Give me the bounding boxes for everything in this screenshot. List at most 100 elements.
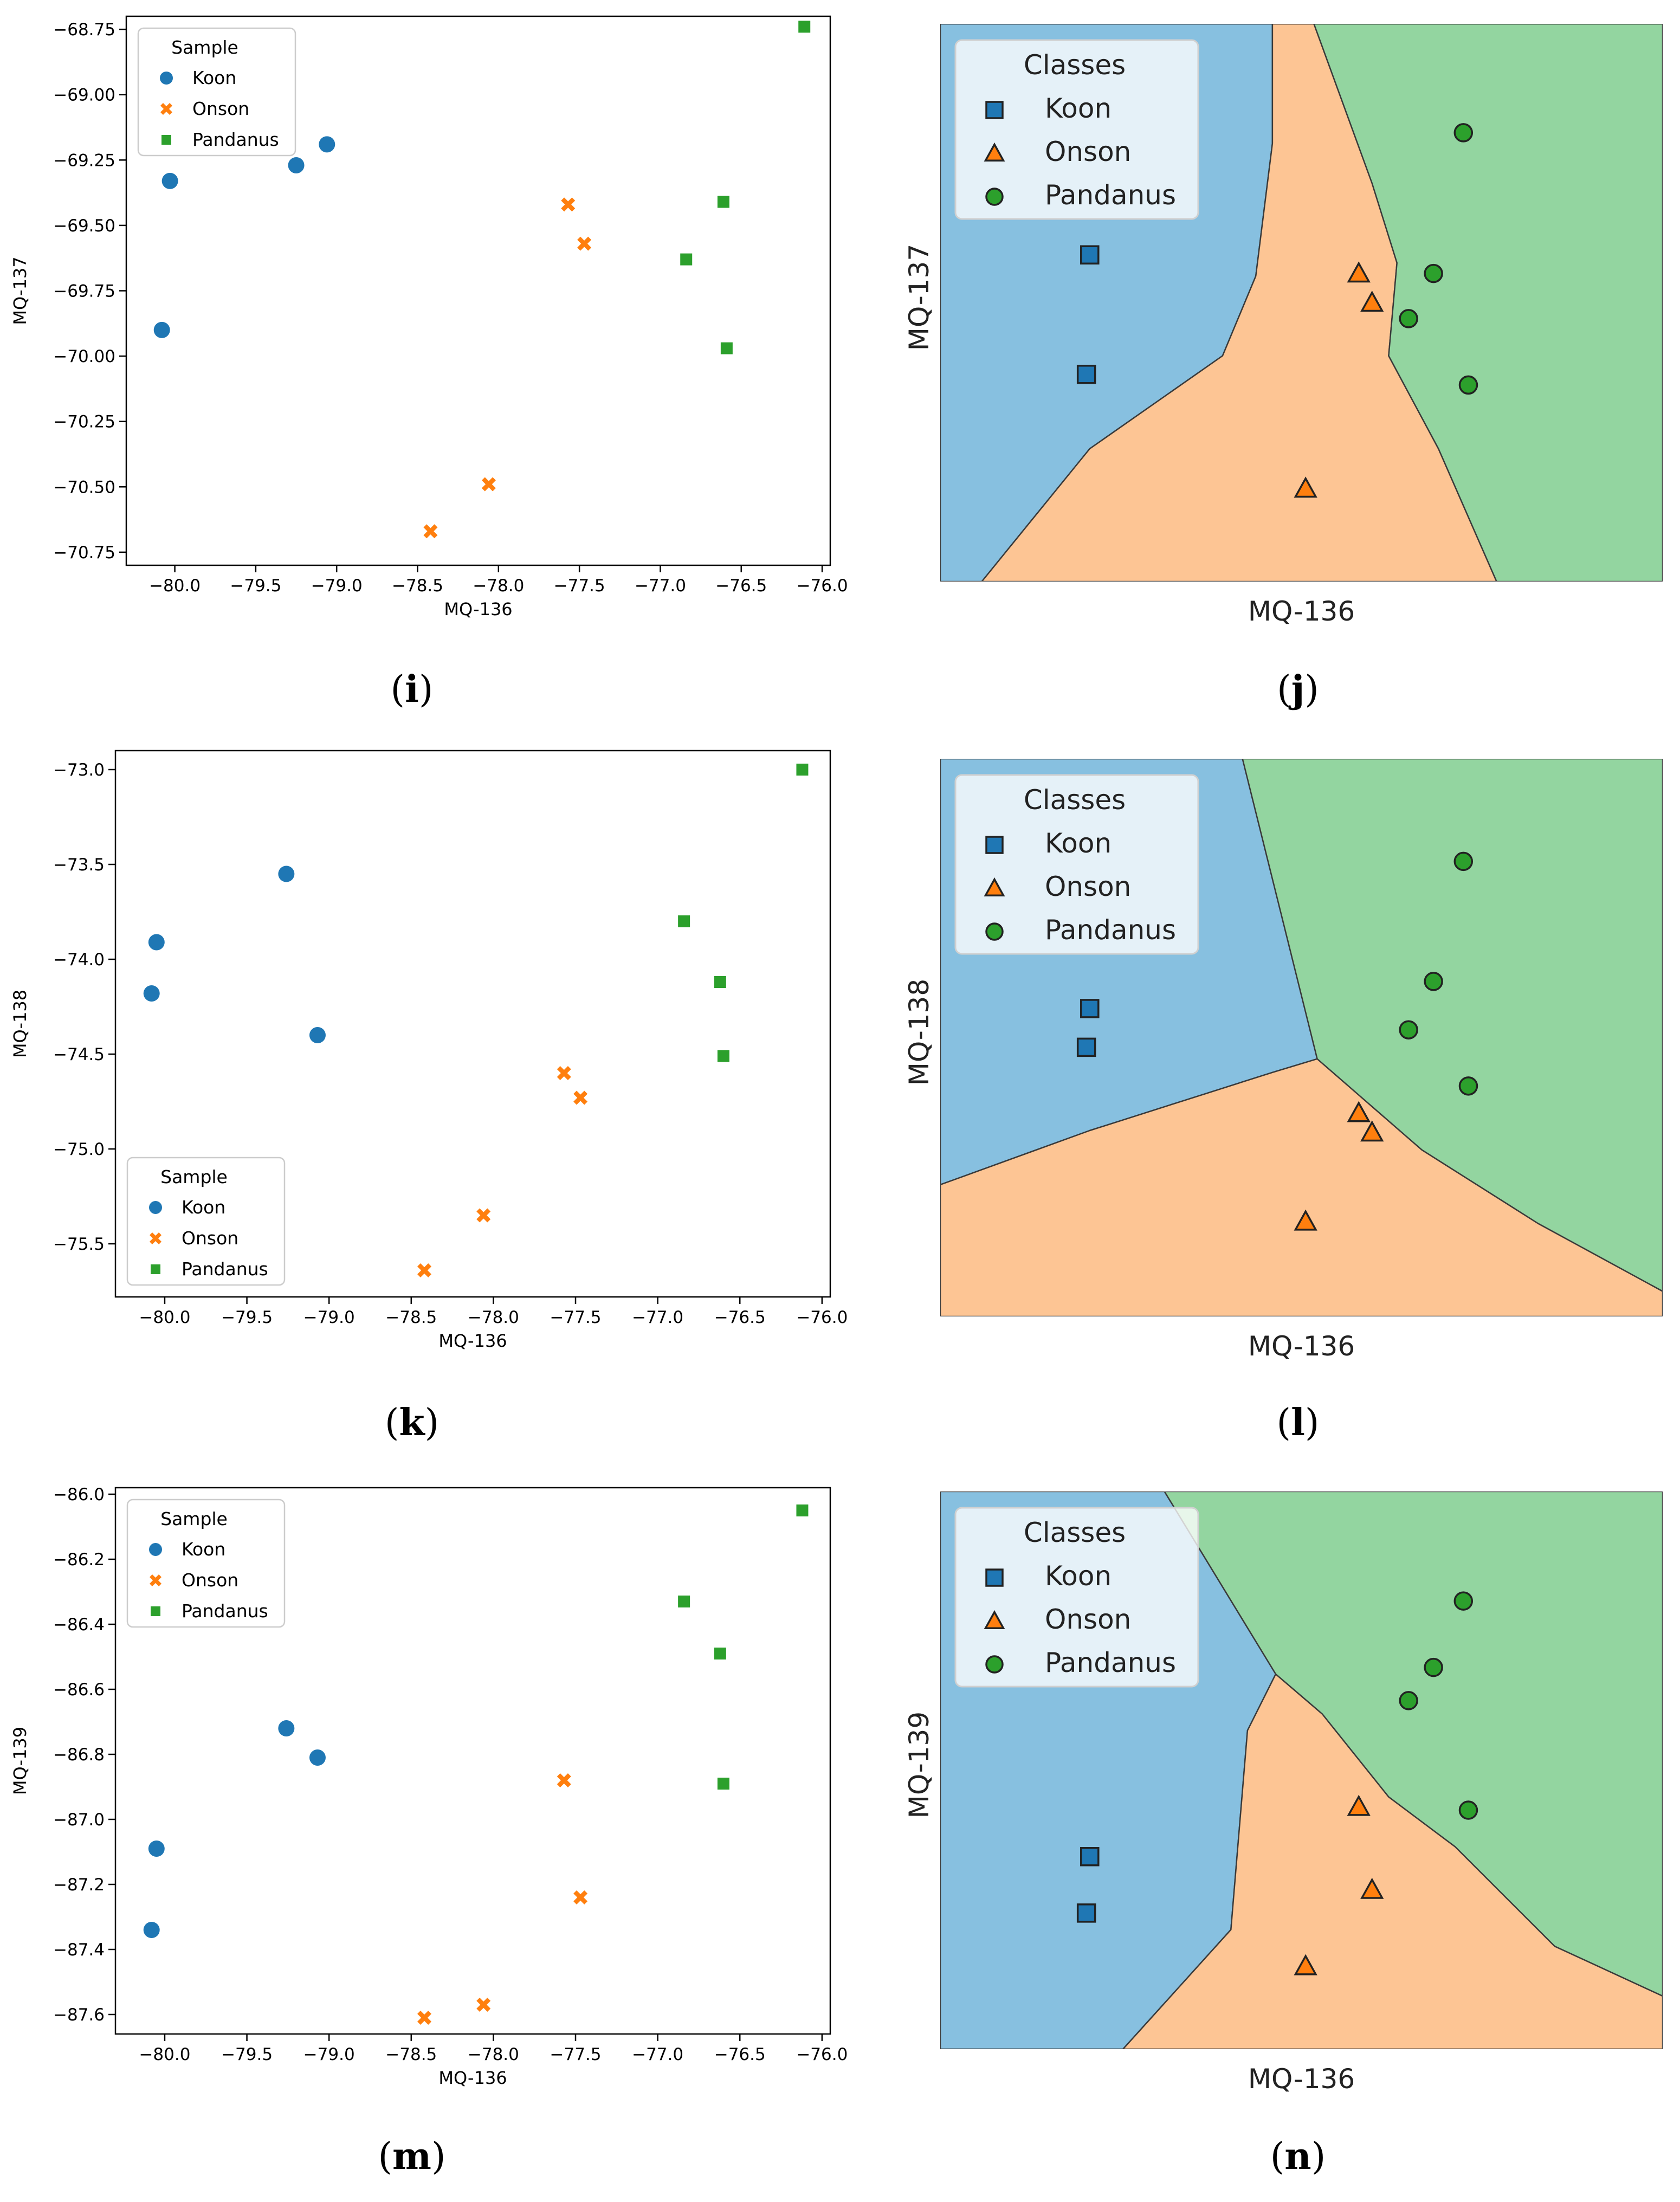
legend-box bbox=[137, 27, 296, 157]
panel-label-open: ( bbox=[391, 668, 405, 711]
scatter-plot-i: −80.0 −79.5 −79.0 −78.5 −78.0 −77.5 −77.0 −76.5… bbox=[10, 15, 848, 619]
legend-label-pandanus: Pandanus bbox=[1045, 179, 1176, 211]
x-tick-label: −76.5 bbox=[715, 576, 767, 596]
data-point-pandanus bbox=[1424, 1657, 1443, 1677]
panel-label-i: (i) bbox=[391, 668, 434, 711]
x-tick-label: −79.5 bbox=[221, 1308, 273, 1327]
data-point-pandanus bbox=[720, 342, 733, 354]
legend-label-onson: Onson bbox=[1045, 1604, 1131, 1635]
series-pandanus bbox=[1399, 1591, 1478, 1820]
y-tick-label: −86.8 bbox=[53, 1745, 105, 1765]
y-tick-label: −87.6 bbox=[53, 2005, 105, 2025]
panel-label-letter: l bbox=[1291, 1401, 1305, 1444]
y-tick-label: −86.2 bbox=[53, 1550, 105, 1570]
y-tick-label: −70.25 bbox=[53, 412, 115, 432]
y-tick-label: −69.50 bbox=[53, 216, 115, 236]
x-tick-label: −79.0 bbox=[311, 576, 363, 596]
x-tick-label: −77.5 bbox=[554, 576, 605, 596]
x-tick-label: −79.0 bbox=[303, 2045, 355, 2064]
x-tick-label: −77.0 bbox=[632, 2045, 683, 2064]
data-point-pandanus bbox=[1458, 1800, 1478, 1820]
data-point-onson bbox=[1360, 1120, 1384, 1142]
axes-frame bbox=[125, 15, 831, 566]
region-pandanus bbox=[1313, 24, 1663, 582]
y-tick-label: −68.75 bbox=[53, 20, 115, 40]
y-axis-label: MQ-137 bbox=[10, 256, 30, 325]
y-tick-label: −75.5 bbox=[53, 1235, 105, 1254]
legend-marker-pandanus bbox=[985, 188, 1004, 206]
data-point-onson bbox=[573, 1890, 588, 1904]
x-axis-label: MQ-136 bbox=[438, 1331, 507, 1351]
data-point-onson bbox=[1294, 476, 1317, 498]
legend-marker-koon bbox=[985, 1568, 1004, 1587]
legend-label-koon: Koon bbox=[192, 67, 236, 88]
data-point-pandanus bbox=[678, 915, 690, 927]
y-tick-label: −73.5 bbox=[53, 855, 105, 875]
legend-label-onson: Onson bbox=[1045, 136, 1131, 167]
data-point-onson bbox=[1360, 1877, 1384, 1899]
legend: Sample Koon Onson Pandanus bbox=[126, 1157, 286, 1286]
data-point-koon bbox=[319, 136, 335, 153]
data-point-pandanus bbox=[714, 1648, 726, 1659]
legend-label-koon: Koon bbox=[1045, 93, 1112, 124]
data-point-koon bbox=[148, 934, 165, 951]
panel-label-close: ) bbox=[431, 2135, 446, 2178]
data-point-onson bbox=[561, 197, 576, 212]
data-point-pandanus bbox=[798, 21, 811, 33]
legend-label-pandanus: Pandanus bbox=[1045, 914, 1176, 946]
y-axis-label: MQ-138 bbox=[10, 990, 30, 1058]
legend-marker-pandanus bbox=[151, 1264, 160, 1274]
legend: Classes Koon Onson Pandanus bbox=[954, 774, 1199, 955]
legend-box bbox=[126, 1157, 286, 1286]
x-axis-label: MQ-136 bbox=[1248, 1331, 1355, 1362]
data-point-koon bbox=[1080, 999, 1100, 1018]
panel-label-open: ( bbox=[378, 2135, 392, 2178]
data-point-pandanus bbox=[796, 1504, 809, 1516]
legend-box bbox=[126, 1499, 286, 1628]
x-tick-label: −78.5 bbox=[385, 1308, 437, 1327]
panel-label-open: ( bbox=[1277, 1402, 1291, 1444]
y-tick-label: −87.2 bbox=[53, 1875, 105, 1895]
data-point-koon bbox=[153, 321, 170, 338]
y-tick-label: −70.50 bbox=[53, 477, 115, 497]
series-koon bbox=[1076, 1847, 1100, 1923]
legend-marker-pandanus bbox=[985, 922, 1004, 941]
series-onson bbox=[417, 1066, 588, 1277]
data-point-pandanus bbox=[1453, 851, 1474, 871]
legend-box bbox=[954, 39, 1199, 220]
data-point-koon bbox=[1080, 1847, 1100, 1867]
x-axis-label: MQ-136 bbox=[444, 599, 512, 619]
y-axis-label: MQ-139 bbox=[10, 1727, 30, 1795]
legend-label-pandanus: Pandanus bbox=[1045, 1647, 1176, 1678]
y-tick-label: −73.0 bbox=[53, 760, 105, 780]
x-tick-label: −77.5 bbox=[550, 2045, 602, 2064]
legend-marker-onson bbox=[984, 1610, 1005, 1629]
data-point-pandanus bbox=[714, 976, 726, 988]
x-tick-label: −76.0 bbox=[796, 2045, 848, 2064]
series-pandanus bbox=[680, 21, 811, 354]
data-point-pandanus bbox=[680, 253, 693, 266]
y-axis-label: MQ-138 bbox=[903, 979, 935, 1086]
data-point-onson bbox=[1294, 1954, 1317, 1975]
series-koon bbox=[1076, 999, 1100, 1057]
data-point-koon bbox=[278, 866, 295, 882]
y-tick-label: −87.0 bbox=[53, 1810, 105, 1830]
x-tick-label: −76.0 bbox=[796, 1308, 848, 1327]
y-tick-label: −86.4 bbox=[53, 1615, 105, 1635]
legend-label-onson: Onson bbox=[1045, 871, 1131, 902]
y-tick-label: −69.75 bbox=[53, 282, 115, 301]
panel-label-close: ) bbox=[419, 668, 434, 711]
data-point-pandanus bbox=[1399, 309, 1418, 328]
data-point-onson bbox=[1347, 1101, 1371, 1122]
panel-label-close: ) bbox=[1305, 1402, 1320, 1444]
legend-marker-koon bbox=[149, 1201, 162, 1214]
x-tick-label: −76.5 bbox=[714, 1308, 766, 1327]
panel-label-letter: n bbox=[1284, 2135, 1311, 2178]
legend-label-onson: Onson bbox=[182, 1570, 238, 1591]
legend: Classes Koon Onson Pandanus bbox=[954, 39, 1199, 220]
legend-label-koon: Koon bbox=[182, 1539, 225, 1560]
legend: Sample Koon Onson Pandanus bbox=[126, 1499, 286, 1628]
decision-region-plot-n: MQ-136 MQ-139 Classes Koon Onson Pandanus bbox=[903, 1491, 1663, 2095]
x-tick-label: −77.0 bbox=[632, 1308, 683, 1327]
y-axis-label: MQ-137 bbox=[903, 244, 935, 351]
